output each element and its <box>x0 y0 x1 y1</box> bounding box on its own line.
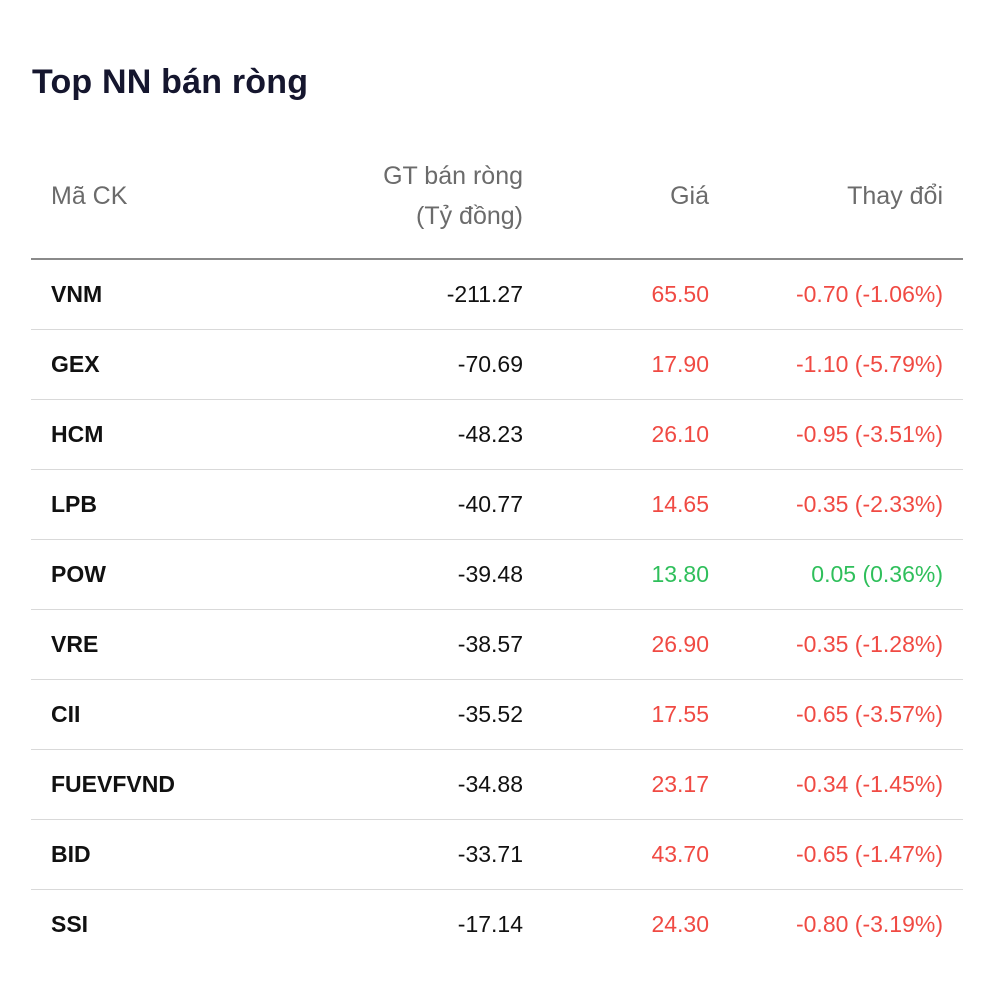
net-sell-value: -39.48 <box>457 561 523 587</box>
header-price[interactable]: Giá <box>670 182 709 210</box>
table-row[interactable]: FUEVFVND -34.88 23.17 -0.34 (-1.45%) <box>31 750 963 820</box>
net-sell-value: -211.27 <box>446 281 523 307</box>
price: 24.30 <box>651 911 709 937</box>
change: -0.35 (-1.28%) <box>795 631 943 657</box>
stock-code[interactable]: POW <box>51 561 106 587</box>
price: 23.17 <box>651 771 709 797</box>
change: -0.34 (-1.45%) <box>795 771 943 797</box>
header-change[interactable]: Thay đổi <box>847 182 943 210</box>
panel-title: Top NN bán ròng <box>32 63 309 101</box>
stock-code[interactable]: CII <box>51 701 81 727</box>
net-sell-value: -70.69 <box>457 351 523 377</box>
stock-code[interactable]: GEX <box>51 351 100 377</box>
stock-code[interactable]: FUEVFVND <box>51 771 175 797</box>
header-net-sell-value-line1: GT bán ròng <box>383 162 523 190</box>
price: 65.50 <box>651 281 709 307</box>
stock-code[interactable]: VNM <box>51 281 103 307</box>
table-row[interactable]: BID -33.71 43.70 -0.65 (-1.47%) <box>31 820 963 890</box>
header-stock-code[interactable]: Mã CK <box>51 182 128 210</box>
header-net-sell-value[interactable]: GT bán ròng (Tỷ đồng) <box>383 156 523 236</box>
change: -0.80 (-3.19%) <box>795 911 943 937</box>
stock-code[interactable]: LPB <box>51 491 97 517</box>
net-sell-table: Mã CK GT bán ròng (Tỷ đồng) Giá Thay đổi… <box>31 140 963 959</box>
table-row[interactable]: POW -39.48 13.80 0.05 (0.36%) <box>31 540 963 610</box>
table-row[interactable]: GEX -70.69 17.90 -1.10 (-5.79%) <box>31 330 963 400</box>
table-header: Mã CK GT bán ròng (Tỷ đồng) Giá Thay đổi <box>31 140 963 260</box>
change: -0.70 (-1.06%) <box>795 281 943 307</box>
net-sell-value: -48.23 <box>457 421 523 447</box>
price: 17.90 <box>651 351 709 377</box>
table-row[interactable]: HCM -48.23 26.10 -0.95 (-3.51%) <box>31 400 963 470</box>
net-sell-value: -38.57 <box>457 631 523 657</box>
net-sell-value: -33.71 <box>457 841 523 867</box>
table-row[interactable]: VRE -38.57 26.90 -0.35 (-1.28%) <box>31 610 963 680</box>
price: 26.10 <box>651 421 709 447</box>
change: -0.65 (-3.57%) <box>795 701 943 727</box>
change: -0.65 (-1.47%) <box>795 841 943 867</box>
price: 13.80 <box>651 561 709 587</box>
price: 14.65 <box>651 491 709 517</box>
price: 43.70 <box>651 841 709 867</box>
net-sell-value: -17.14 <box>457 911 523 937</box>
stock-code[interactable]: VRE <box>51 631 99 657</box>
stock-code[interactable]: SSI <box>51 911 89 937</box>
table-row[interactable]: LPB -40.77 14.65 -0.35 (-2.33%) <box>31 470 963 540</box>
change: 0.05 (0.36%) <box>811 561 943 587</box>
table-row[interactable]: VNM -211.27 65.50 -0.70 (-1.06%) <box>31 260 963 330</box>
header-net-sell-value-unit: (Tỷ đồng) <box>416 202 523 230</box>
net-sell-value: -34.88 <box>457 771 523 797</box>
price: 26.90 <box>651 631 709 657</box>
table-body: VNM -211.27 65.50 -0.70 (-1.06%) GEX -70… <box>31 260 963 959</box>
change: -0.95 (-3.51%) <box>795 421 943 447</box>
net-sell-value: -40.77 <box>457 491 523 517</box>
price: 17.55 <box>651 701 709 727</box>
change: -1.10 (-5.79%) <box>795 351 943 377</box>
change: -0.35 (-2.33%) <box>795 491 943 517</box>
table-row[interactable]: CII -35.52 17.55 -0.65 (-3.57%) <box>31 680 963 750</box>
stock-code[interactable]: BID <box>51 841 91 867</box>
table-row[interactable]: SSI -17.14 24.30 -0.80 (-3.19%) <box>31 890 963 959</box>
stock-code[interactable]: HCM <box>51 421 104 447</box>
net-sell-value: -35.52 <box>457 701 523 727</box>
